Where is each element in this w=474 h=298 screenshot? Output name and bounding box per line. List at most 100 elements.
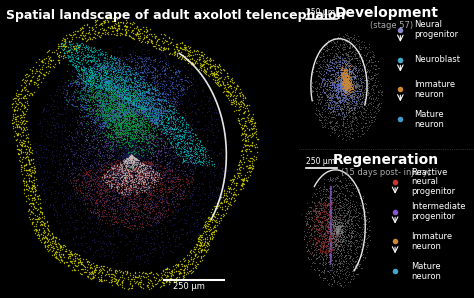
Point	[337, 206, 344, 210]
Point	[109, 100, 117, 105]
Point	[128, 101, 136, 106]
Point	[118, 120, 125, 125]
Point	[93, 77, 100, 81]
Point	[331, 222, 338, 227]
Point	[148, 134, 155, 138]
Point	[162, 245, 170, 250]
Point	[327, 240, 334, 245]
Point	[109, 108, 117, 113]
Point	[351, 76, 359, 81]
Point	[109, 149, 117, 154]
Point	[346, 127, 354, 131]
Point	[342, 85, 350, 90]
Point	[332, 215, 339, 220]
Point	[342, 84, 350, 89]
Point	[106, 169, 113, 174]
Point	[164, 201, 172, 205]
Point	[132, 104, 140, 109]
Point	[91, 136, 99, 141]
Point	[96, 135, 104, 140]
Point	[102, 88, 110, 93]
Point	[138, 104, 146, 109]
Point	[134, 57, 141, 61]
Point	[81, 105, 88, 110]
Point	[341, 88, 349, 93]
Point	[355, 104, 363, 109]
Point	[136, 174, 143, 179]
Point	[157, 192, 165, 197]
Point	[221, 196, 229, 201]
Point	[145, 184, 152, 189]
Point	[149, 106, 156, 111]
Point	[179, 274, 186, 279]
Point	[167, 142, 175, 147]
Point	[172, 125, 180, 130]
Point	[83, 106, 91, 111]
Point	[169, 86, 176, 90]
Point	[54, 175, 62, 180]
Point	[179, 121, 186, 126]
Point	[168, 139, 175, 143]
Point	[327, 223, 334, 227]
Point	[326, 233, 334, 238]
Point	[123, 107, 130, 111]
Point	[328, 231, 336, 236]
Point	[145, 85, 153, 90]
Point	[124, 108, 131, 113]
Point	[91, 152, 99, 157]
Point	[89, 106, 97, 111]
Point	[364, 50, 372, 55]
Point	[140, 81, 148, 86]
Point	[110, 83, 118, 88]
Point	[108, 153, 116, 157]
Point	[76, 196, 83, 201]
Point	[124, 153, 132, 157]
Point	[326, 203, 334, 208]
Point	[99, 21, 106, 25]
Point	[359, 73, 366, 78]
Point	[342, 83, 349, 88]
Point	[92, 71, 100, 76]
Point	[109, 88, 117, 92]
Point	[162, 92, 170, 97]
Point	[106, 105, 113, 110]
Point	[145, 111, 152, 116]
Point	[110, 81, 118, 86]
Point	[44, 238, 52, 243]
Point	[115, 163, 122, 168]
Point	[129, 122, 137, 127]
Point	[135, 262, 143, 267]
Point	[54, 219, 61, 224]
Point	[328, 220, 335, 225]
Point	[327, 258, 334, 263]
Point	[172, 117, 180, 122]
Point	[184, 127, 192, 132]
Point	[130, 145, 138, 150]
Point	[316, 233, 323, 238]
Point	[143, 201, 151, 206]
Point	[109, 141, 117, 146]
Point	[128, 159, 136, 164]
Point	[163, 115, 171, 120]
Point	[321, 203, 328, 207]
Point	[40, 117, 48, 122]
Point	[113, 69, 121, 74]
Point	[94, 63, 101, 68]
Point	[96, 62, 103, 67]
Point	[118, 83, 126, 87]
Point	[100, 62, 107, 66]
Point	[157, 168, 165, 173]
Point	[329, 73, 337, 78]
Point	[71, 263, 78, 267]
Point	[338, 82, 346, 86]
Point	[110, 131, 118, 135]
Point	[73, 74, 81, 78]
Point	[109, 114, 117, 119]
Point	[341, 81, 348, 86]
Point	[331, 227, 339, 232]
Point	[154, 67, 161, 72]
Point	[60, 177, 68, 182]
Point	[141, 171, 149, 176]
Point	[349, 228, 357, 233]
Point	[128, 176, 136, 181]
